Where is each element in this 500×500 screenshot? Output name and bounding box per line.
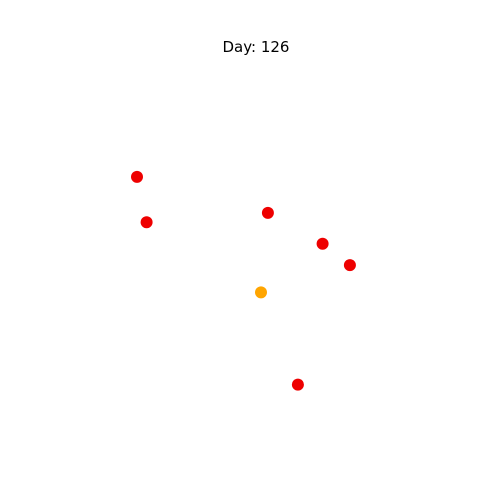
data-point-3 (262, 207, 274, 219)
chart-title: Day: 126 (223, 38, 290, 56)
data-point-6 (255, 286, 267, 298)
data-point-5 (344, 259, 356, 271)
data-point-7 (292, 379, 304, 391)
data-point-4 (317, 238, 329, 250)
data-point-1 (131, 171, 143, 183)
data-point-2 (141, 216, 153, 228)
